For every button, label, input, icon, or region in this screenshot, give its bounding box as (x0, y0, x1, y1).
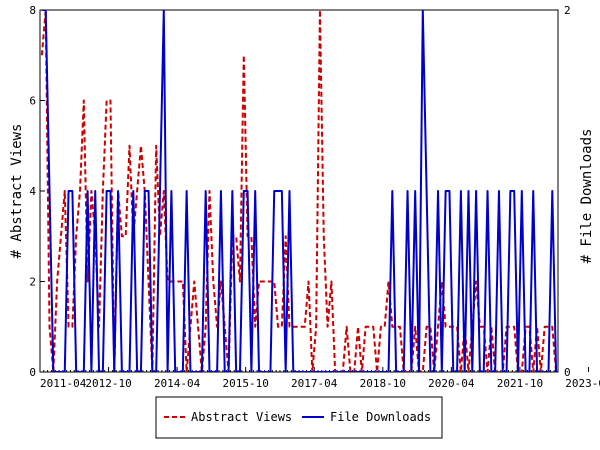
y-left-tick-label: 8 (29, 4, 36, 17)
series-line-abstract-views (40, 10, 558, 372)
y-right-tick-label: 0 (564, 366, 571, 379)
x-tick-label: 2014-04 (154, 377, 201, 390)
x-tick-label: 2020-04 (428, 377, 475, 390)
legend-label-abstract-views: Abstract Views (191, 410, 292, 424)
legend: Abstract Views File Downloads (155, 396, 443, 439)
x-tick-label: 2017-04 (291, 377, 338, 390)
x-tick-label: 2012-10 (85, 377, 131, 390)
series-layer (40, 10, 558, 372)
x-tick-label: 2018-10 (360, 377, 406, 390)
y-left-tick-label: 4 (29, 185, 36, 198)
y-left-tick-label: 0 (29, 366, 36, 379)
y-left-tick-label: 6 (29, 95, 36, 108)
legend-box (155, 396, 443, 439)
y-axis-left: 0 2 4 6 8 (29, 4, 45, 379)
series-line-file-downloads (41, 10, 558, 372)
y-right-tick-label: 2 (564, 4, 571, 17)
y-axis-left-title: # Abstract Views (9, 124, 25, 259)
x-tick-label: 2023-04 (565, 377, 600, 390)
x-tick-label: 2011-04 (40, 377, 87, 390)
x-tick-label: 2021-10 (497, 377, 543, 390)
x-tick-label: 2015-10 (222, 377, 268, 390)
y-left-tick-label: 2 (29, 276, 36, 289)
y-axis-right-title: # File Downloads (579, 129, 595, 264)
legend-label-file-downloads: File Downloads (330, 410, 431, 424)
